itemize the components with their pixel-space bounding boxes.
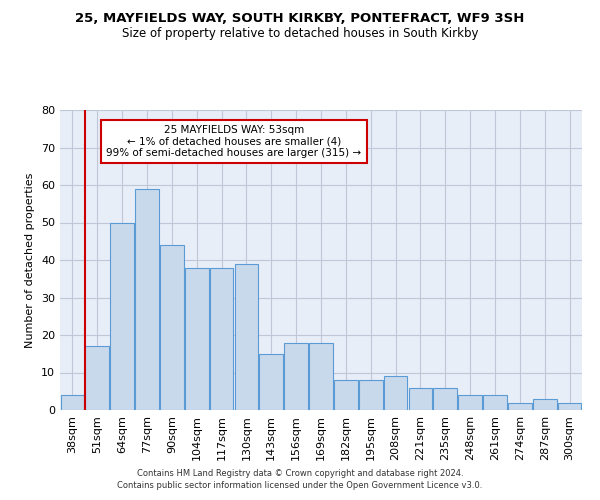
- Bar: [259, 354, 283, 410]
- Bar: [433, 388, 457, 410]
- Bar: [483, 395, 507, 410]
- Bar: [558, 402, 581, 410]
- Bar: [409, 388, 432, 410]
- Text: Contains public sector information licensed under the Open Government Licence v3: Contains public sector information licen…: [118, 481, 482, 490]
- Bar: [110, 222, 134, 410]
- Bar: [185, 268, 209, 410]
- Text: Contains HM Land Registry data © Crown copyright and database right 2024.: Contains HM Land Registry data © Crown c…: [137, 468, 463, 477]
- Bar: [284, 342, 308, 410]
- Bar: [508, 402, 532, 410]
- Bar: [384, 376, 407, 410]
- Bar: [135, 188, 159, 410]
- Bar: [160, 245, 184, 410]
- Y-axis label: Number of detached properties: Number of detached properties: [25, 172, 35, 348]
- Text: 25, MAYFIELDS WAY, SOUTH KIRKBY, PONTEFRACT, WF9 3SH: 25, MAYFIELDS WAY, SOUTH KIRKBY, PONTEFR…: [76, 12, 524, 26]
- Bar: [210, 268, 233, 410]
- Bar: [533, 399, 557, 410]
- Bar: [85, 346, 109, 410]
- Bar: [61, 395, 84, 410]
- Text: 25 MAYFIELDS WAY: 53sqm
← 1% of detached houses are smaller (4)
99% of semi-deta: 25 MAYFIELDS WAY: 53sqm ← 1% of detached…: [106, 125, 362, 158]
- Bar: [235, 264, 258, 410]
- Bar: [334, 380, 358, 410]
- Bar: [309, 342, 333, 410]
- Bar: [359, 380, 383, 410]
- Bar: [458, 395, 482, 410]
- Text: Size of property relative to detached houses in South Kirkby: Size of property relative to detached ho…: [122, 28, 478, 40]
